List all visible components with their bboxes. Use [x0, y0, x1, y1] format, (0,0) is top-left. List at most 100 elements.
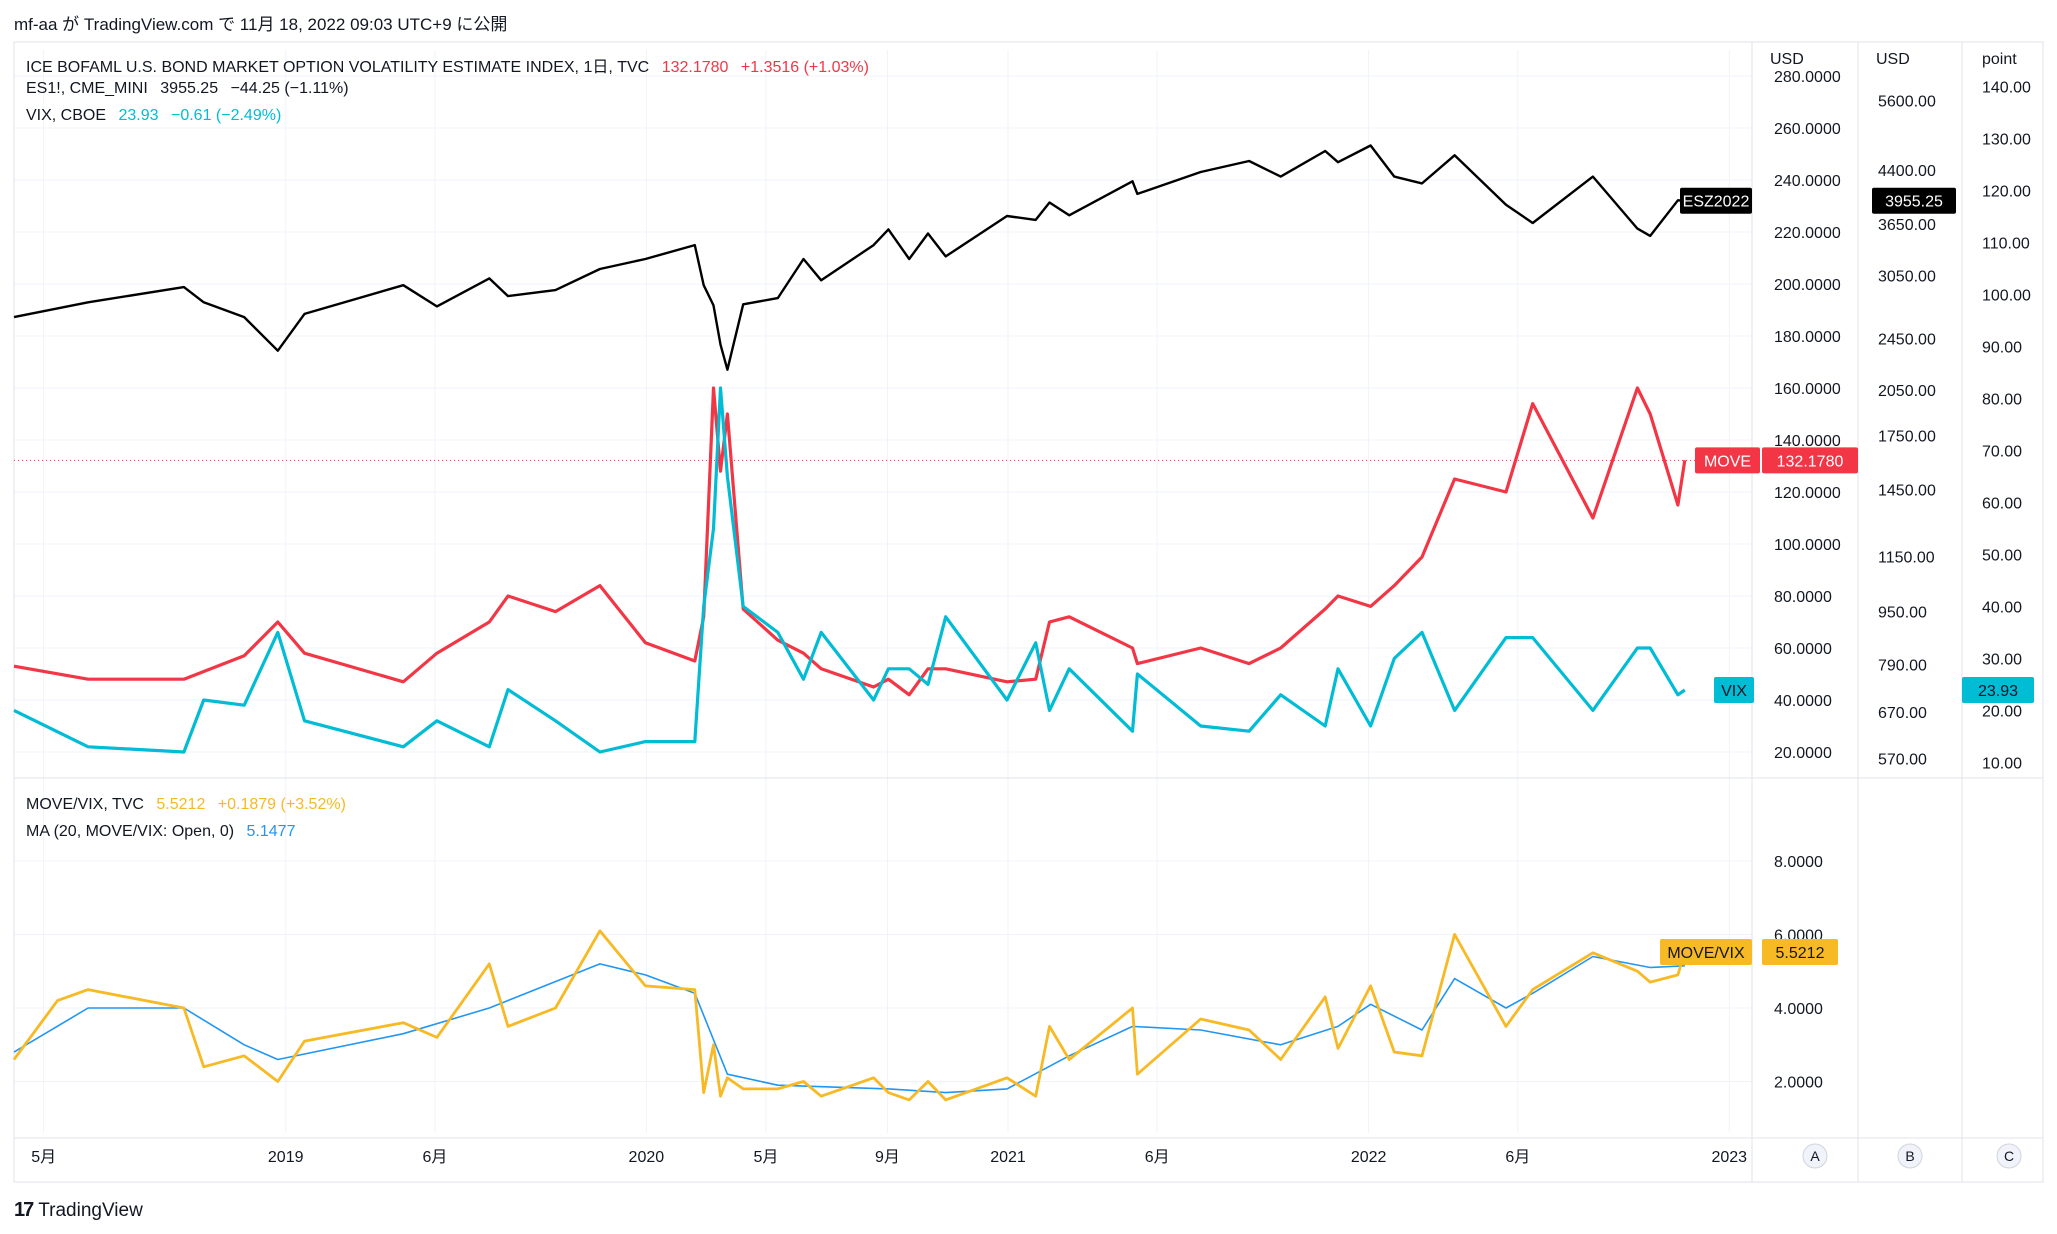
- axis-unit-move: USD: [1770, 51, 1804, 68]
- legend-value-ratio: 5.5212: [156, 796, 206, 813]
- legend-title-vix: VIX, CBOE: [26, 107, 107, 124]
- axis-tick-move: 240.0000: [1774, 173, 1841, 190]
- axis-layer: USD USD point 280.0000 260.0000 240.0000 220.0…: [31, 51, 2031, 1169]
- series-line-move[interactable]: [13, 386, 1687, 697]
- axis-tick-vix: 90.00: [1982, 339, 2022, 356]
- axis-tick-ratio: 2.0000: [1774, 1075, 1823, 1092]
- axis-tick-es: 790.00: [1878, 658, 1927, 675]
- axis-tick-es: 2450.00: [1878, 332, 1936, 349]
- top-legend-line-1[interactable]: ICE BOFAML U.S. BOND MARKET OPTION VOLAT…: [26, 53, 877, 77]
- price-tag-ratio-value-bg: [1762, 939, 1838, 966]
- time-axis-tick: 6月: [1145, 1149, 1170, 1166]
- price-tag-move-name-text: MOVE: [1704, 453, 1751, 470]
- price-tag-ratio-name: MOVE/VIX: [1660, 939, 1752, 966]
- axis-tick-vix: 10.00: [1982, 755, 2022, 772]
- axis-tick-es: 570.00: [1878, 752, 1927, 769]
- axis-tick-vix: 140.00: [1982, 79, 2031, 96]
- axis-unit-vix: point: [1982, 51, 2017, 68]
- axis-tick-move: 260.0000: [1774, 121, 1841, 138]
- top-legend-line-3[interactable]: VIX, CBOE 23.93 −0.61 (−2.49%): [26, 107, 289, 125]
- axis-tick-vix: 130.00: [1982, 131, 2031, 148]
- axis-tick-vix: 30.00: [1982, 651, 2022, 668]
- scale-button-c[interactable]: C: [1996, 1143, 2022, 1169]
- axis-tick-move: 200.0000: [1774, 277, 1841, 294]
- price-tag-vix-name-bg: [1714, 676, 1754, 703]
- axis-tick-es: 950.00: [1878, 605, 1927, 622]
- scale-button-a-circle: [1802, 1143, 1828, 1169]
- bottom-legend-line-2[interactable]: MA (20, MOVE/VIX: Open, 0) 5.1477: [26, 823, 303, 841]
- axis-tick-es: 3650.00: [1878, 217, 1936, 234]
- price-tag-move-value-bg: [1762, 447, 1858, 474]
- axis-tick-vix: 40.00: [1982, 599, 2022, 616]
- price-tag-ratio-name-bg: [1660, 939, 1752, 966]
- series-line-vix[interactable]: [13, 386, 1686, 754]
- price-tag-es-value-text: 3955.25: [1885, 194, 1943, 211]
- axis-tick-es: 1450.00: [1878, 483, 1936, 500]
- axis-tick-es: 4400.00: [1878, 163, 1936, 180]
- axis-unit-es: USD: [1876, 51, 1910, 68]
- scale-button-a[interactable]: A: [1802, 1143, 1828, 1169]
- price-tag-move-value: 132.1780: [1762, 447, 1858, 474]
- axis-tick-move: 40.0000: [1774, 693, 1832, 710]
- legend-value-move: 132.1780: [661, 59, 729, 76]
- axis-tick-move: 100.0000: [1774, 537, 1841, 554]
- time-axis-tick: 5月: [753, 1149, 778, 1166]
- tradingview-logo-icon: 17: [14, 1199, 34, 1221]
- price-tag-es-name-text: ESZ2022: [1683, 194, 1750, 211]
- tradingview-footer[interactable]: 17 TradingView: [14, 1199, 143, 1222]
- time-axis-tick: 9月: [875, 1149, 900, 1166]
- time-axis-tick: 2022: [1351, 1149, 1387, 1166]
- legend-title-ma: MA (20, MOVE/VIX: Open, 0): [26, 823, 235, 840]
- axis-tick-vix: 70.00: [1982, 443, 2022, 460]
- axis-tick-move: 80.0000: [1774, 589, 1832, 606]
- axis-tick-es: 1750.00: [1878, 429, 1936, 446]
- time-axis-tick: 5月: [31, 1149, 56, 1166]
- price-tag-move-value-text: 132.1780: [1777, 453, 1844, 470]
- price-tag-ratio-value-text: 5.5212: [1776, 945, 1825, 962]
- time-axis-tick: 2020: [629, 1149, 665, 1166]
- price-tag-ratio-value: 5.5212: [1762, 939, 1838, 966]
- grid-lines: [14, 50, 1752, 1133]
- panel-frames: [13, 41, 2044, 1183]
- axis-tick-es: 2050.00: [1878, 383, 1936, 400]
- series-line-es[interactable]: [13, 144, 1685, 371]
- time-axis-tick: 2019: [268, 1149, 304, 1166]
- bottom-legend-line-1[interactable]: MOVE/VIX, TVC 5.5212 +0.1879 (+3.52%): [26, 796, 354, 814]
- legend-change-vix: −0.61 (−2.49%): [170, 107, 282, 124]
- price-tag-es-name: ESZ2022: [1680, 187, 1752, 214]
- axis-tick-vix: 50.00: [1982, 547, 2022, 564]
- scale-button-b[interactable]: B: [1897, 1143, 1923, 1169]
- scale-button-a-label: A: [1810, 1148, 1820, 1164]
- price-tag-vix-value-bg: [1962, 676, 2034, 703]
- axis-tick-move: 60.0000: [1774, 641, 1832, 658]
- series-line-ratio[interactable]: [12, 929, 1687, 1102]
- axis-tick-es: 5600.00: [1878, 94, 1936, 111]
- time-axis-tick: 6月: [422, 1149, 447, 1166]
- footer-brand: TradingView: [38, 1199, 143, 1221]
- legend-value-vix: 23.93: [118, 107, 159, 124]
- legend-change-move: +1.3516 (+1.03%): [740, 59, 869, 76]
- series-line-ma[interactable]: [13, 955, 1685, 1094]
- scale-button-b-label: B: [1905, 1148, 1914, 1164]
- scale-button-b-circle: [1897, 1143, 1923, 1169]
- axis-tick-es: 1150.00: [1878, 550, 1935, 567]
- series-layer: [12, 144, 1752, 1102]
- axis-tick-move: 140.0000: [1774, 433, 1841, 450]
- axis-tick-move: 160.0000: [1774, 381, 1841, 398]
- legend-title-es: ES1!, CME_MINI: [26, 80, 148, 97]
- legend-title-move: ICE BOFAML U.S. BOND MARKET OPTION VOLAT…: [26, 59, 650, 76]
- price-tag-ratio-name-text: MOVE/VIX: [1667, 945, 1745, 962]
- time-axis-tick: 2023: [1711, 1149, 1747, 1166]
- legend-title-ratio: MOVE/VIX, TVC: [26, 796, 144, 813]
- axis-tick-vix: 60.00: [1982, 495, 2022, 512]
- top-legend-line-2[interactable]: ES1!, CME_MINI 3955.25 −44.25 (−1.11%): [26, 80, 357, 98]
- axis-tick-vix: 100.00: [1982, 287, 2031, 304]
- price-tag-vix-value-text: 23.93: [1978, 683, 2018, 700]
- time-axis-tick: 6月: [1505, 1149, 1530, 1166]
- price-tag-vix-name-text: VIX: [1721, 683, 1747, 700]
- legend-value-ma: 5.1477: [246, 823, 296, 840]
- price-tag-move-name: MOVE: [1695, 447, 1760, 474]
- axis-tick-vix: 80.00: [1982, 391, 2022, 408]
- axis-tick-move: 280.0000: [1774, 69, 1841, 86]
